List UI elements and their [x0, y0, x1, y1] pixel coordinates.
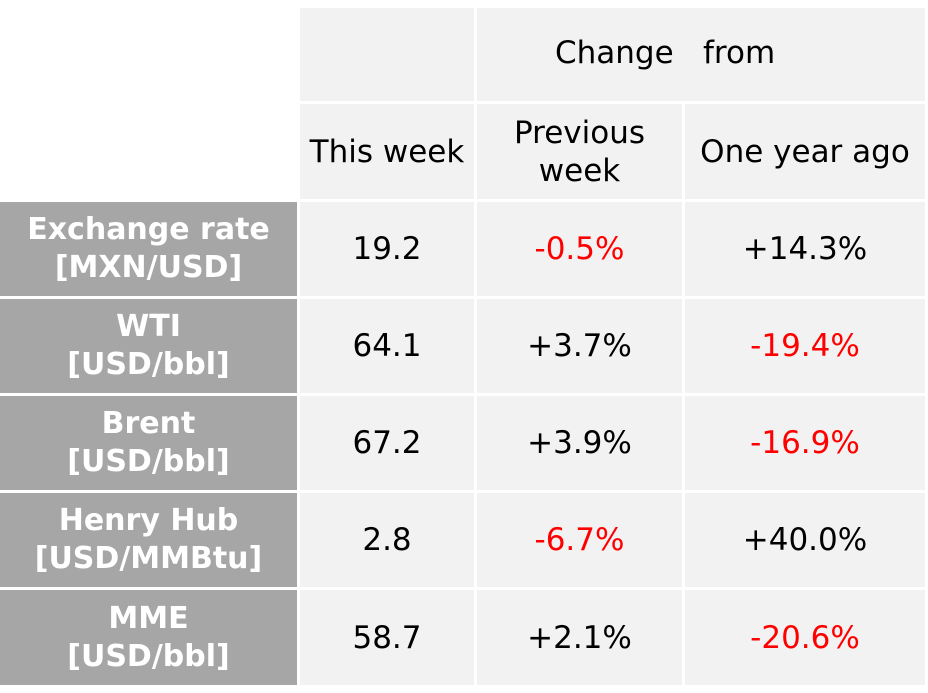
row-label-mme: MME [USD/bbl]	[0, 590, 297, 685]
row-label-line2: [USD/bbl]	[67, 638, 230, 674]
header-previous-week: Previous week	[477, 104, 682, 199]
value-year-ago-change: +14.3%	[742, 231, 868, 267]
value-this-week: 64.1	[352, 328, 422, 364]
header-this-week-label: This week	[309, 133, 465, 170]
row-label-wti: WTI [USD/bbl]	[0, 299, 297, 393]
cell-prev-week-change: -6.7%	[477, 493, 682, 587]
cell-this-week: 64.1	[300, 299, 474, 393]
header-from-label: from	[703, 35, 776, 71]
cell-year-ago-change: +40.0%	[685, 493, 925, 587]
row-label-line1: WTI	[116, 309, 181, 344]
header-one-year-ago: One year ago	[685, 104, 925, 199]
cell-this-week: 58.7	[300, 590, 474, 685]
row-label-line2: [USD/bbl]	[67, 347, 230, 382]
row-label-line1: Exchange rate	[27, 212, 270, 247]
row-label-line1: Brent	[101, 406, 196, 441]
row-label-line2: [MXN/USD]	[54, 250, 243, 285]
value-this-week: 67.2	[352, 425, 422, 461]
cell-year-ago-change: -16.9%	[685, 396, 925, 490]
cell-prev-week-change: +3.9%	[477, 396, 682, 490]
header-blank-this-week-top	[300, 8, 474, 101]
header-this-week: This week	[300, 104, 474, 199]
header-previous-week-line2: week	[538, 152, 621, 189]
row-label-line1: Henry Hub	[58, 503, 239, 538]
row-label-brent: Brent [USD/bbl]	[0, 396, 297, 490]
header-one-year-ago-label: One year ago	[700, 133, 910, 170]
header-change-label: Change	[555, 35, 674, 71]
row-label-henry-hub: Henry Hub [USD/MMBtu]	[0, 493, 297, 587]
cell-this-week: 19.2	[300, 202, 474, 296]
value-prev-week-change: +2.1%	[527, 619, 632, 656]
value-year-ago-change: -19.4%	[750, 328, 860, 364]
cell-prev-week-change: +3.7%	[477, 299, 682, 393]
value-prev-week-change: +3.7%	[527, 328, 632, 364]
row-label-line1: MME	[108, 600, 189, 636]
value-year-ago-change: +40.0%	[742, 522, 868, 558]
value-year-ago-change: -16.9%	[750, 425, 860, 461]
value-this-week: 19.2	[352, 231, 422, 267]
cell-prev-week-change: +2.1%	[477, 590, 682, 685]
value-this-week: 2.8	[362, 522, 412, 558]
value-prev-week-change: +3.9%	[527, 425, 632, 461]
cell-year-ago-change: +14.3%	[685, 202, 925, 296]
row-label-line2: [USD/bbl]	[67, 444, 230, 479]
value-year-ago-change: -20.6%	[750, 619, 860, 656]
header-change-from-group: Change from	[477, 8, 925, 101]
value-prev-week-change: -6.7%	[534, 522, 625, 558]
row-label-exchange-rate: Exchange rate [MXN/USD]	[0, 202, 297, 296]
value-this-week: 58.7	[352, 619, 422, 656]
cell-this-week: 2.8	[300, 493, 474, 587]
cell-this-week: 67.2	[300, 396, 474, 490]
cell-year-ago-change: -19.4%	[685, 299, 925, 393]
row-label-line2: [USD/MMBtu]	[34, 541, 263, 576]
cell-prev-week-change: -0.5%	[477, 202, 682, 296]
header-previous-week-line1: Previous	[513, 114, 645, 151]
cell-year-ago-change: -20.6%	[685, 590, 925, 685]
value-prev-week-change: -0.5%	[534, 231, 625, 267]
